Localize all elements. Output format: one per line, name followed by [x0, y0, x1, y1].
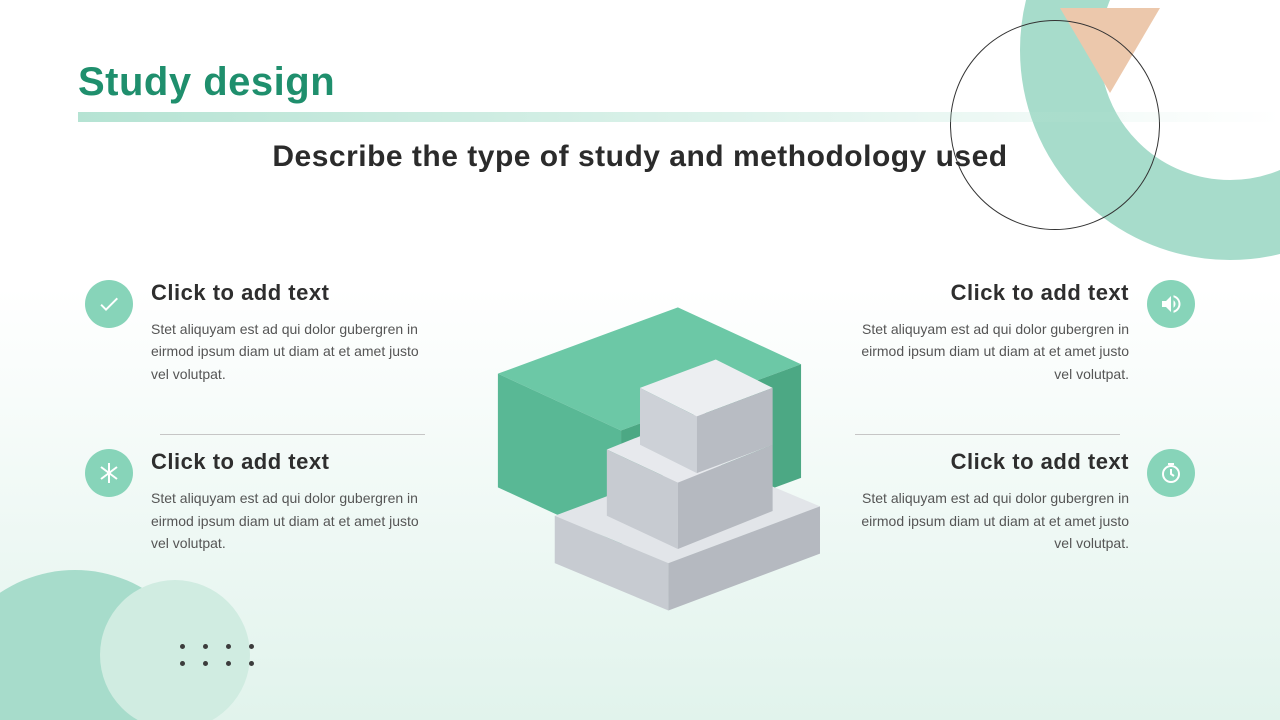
feature-body-4[interactable]: Stet aliquyam est ad qui dolor gubergren…	[855, 487, 1129, 554]
feature-title-4[interactable]: Click to add text	[855, 449, 1129, 475]
speaker-icon	[1147, 280, 1195, 328]
page-subtitle: Describe the type of study and methodolo…	[0, 140, 1280, 174]
slide: Study design Describe the type of study …	[0, 0, 1280, 720]
feature-title-1[interactable]: Click to add text	[151, 280, 425, 306]
title-underline	[78, 112, 1280, 122]
feature-body-1[interactable]: Stet aliquyam est ad qui dolor gubergren…	[151, 318, 425, 385]
deco-ring-outline	[950, 20, 1160, 230]
feature-item-4: Click to add text Stet aliquyam est ad q…	[855, 449, 1195, 594]
feature-body-3[interactable]: Stet aliquyam est ad qui dolor gubergren…	[855, 318, 1129, 385]
feature-title-3[interactable]: Click to add text	[855, 280, 1129, 306]
divider	[160, 434, 425, 435]
check-square-icon	[85, 280, 133, 328]
snowflake-icon	[85, 449, 133, 497]
feature-body-2[interactable]: Stet aliquyam est ad qui dolor gubergren…	[151, 487, 425, 554]
divider	[855, 434, 1120, 435]
feature-item-2: Click to add text Stet aliquyam est ad q…	[85, 449, 425, 594]
page-title: Study design	[78, 60, 335, 105]
column-right: Click to add text Stet aliquyam est ad q…	[855, 280, 1195, 594]
deco-dot-grid	[180, 644, 254, 678]
feature-item-3: Click to add text Stet aliquyam est ad q…	[855, 280, 1195, 425]
feature-item-1: Click to add text Stet aliquyam est ad q…	[85, 280, 425, 425]
column-left: Click to add text Stet aliquyam est ad q…	[85, 280, 425, 594]
feature-title-2[interactable]: Click to add text	[151, 449, 425, 475]
center-blocks-graphic	[430, 260, 850, 620]
stopwatch-icon	[1147, 449, 1195, 497]
